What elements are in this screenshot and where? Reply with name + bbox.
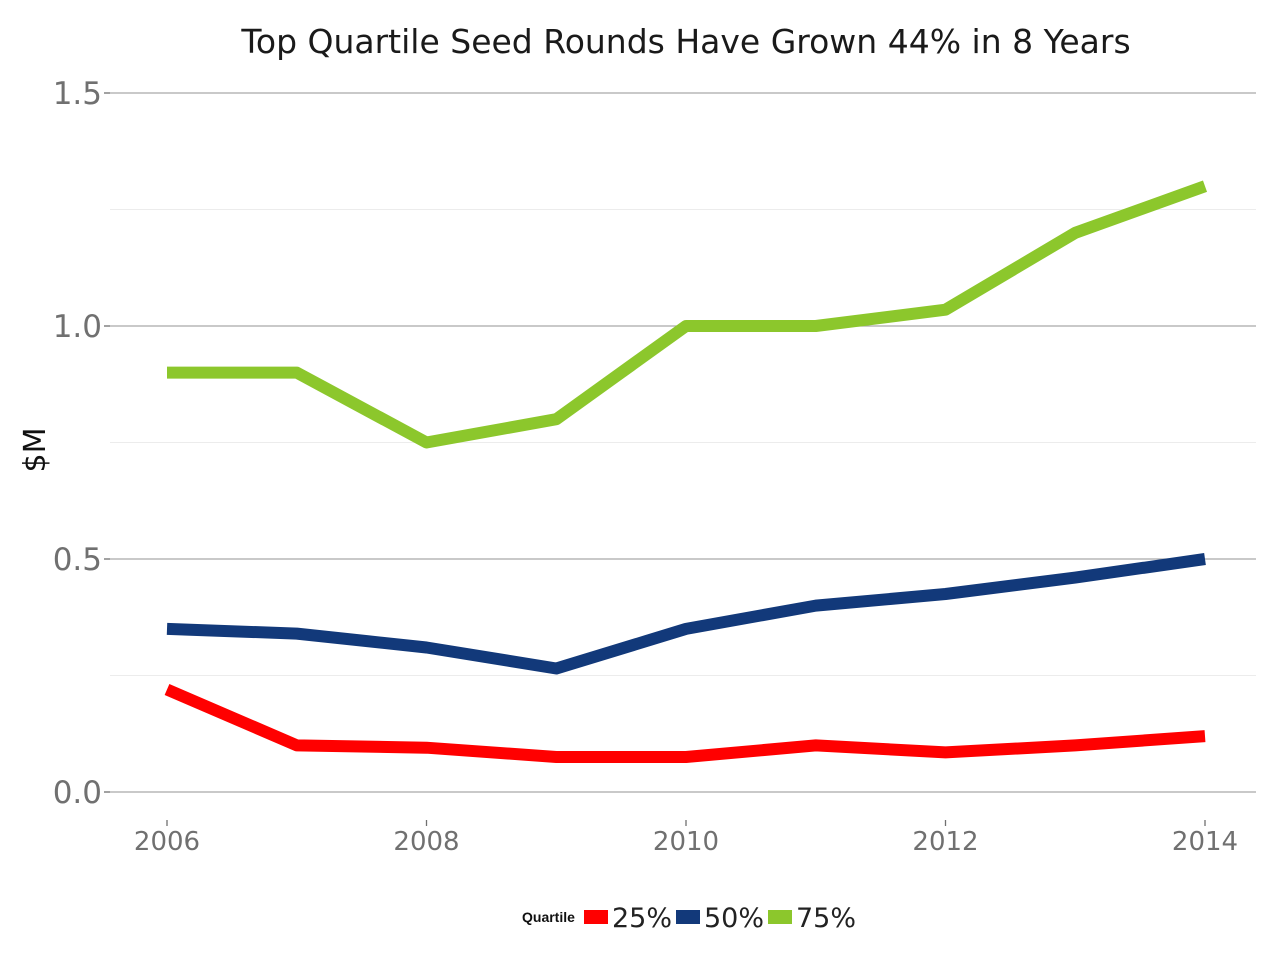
y-tick-label: 0.0 bbox=[53, 775, 102, 811]
data-point bbox=[1075, 232, 1076, 233]
data-point bbox=[556, 757, 557, 758]
data-point bbox=[426, 747, 427, 748]
data-point bbox=[1075, 577, 1076, 578]
data-point bbox=[815, 745, 816, 746]
data-point bbox=[686, 628, 687, 629]
data-point bbox=[556, 668, 557, 669]
data-point bbox=[167, 689, 168, 690]
data-point bbox=[426, 442, 427, 443]
data-point bbox=[1205, 736, 1206, 737]
x-tick-label: 2010 bbox=[653, 827, 719, 857]
y-tick-label: 1.5 bbox=[53, 76, 102, 112]
data-point bbox=[1205, 186, 1206, 187]
legend-swatch bbox=[676, 910, 700, 924]
data-point bbox=[296, 745, 297, 746]
data-point bbox=[167, 628, 168, 629]
data-point bbox=[167, 372, 168, 373]
series-line-1 bbox=[164, 683, 1206, 763]
y-axis-label: $M bbox=[18, 428, 53, 473]
y-tick-label: 1.0 bbox=[53, 309, 102, 345]
data-point bbox=[556, 419, 557, 420]
legend-item-label: 50% bbox=[704, 903, 764, 934]
legend-swatch bbox=[768, 910, 792, 924]
legend-title: Quartile bbox=[522, 909, 575, 925]
data-point bbox=[686, 326, 687, 327]
x-tick-label: 2014 bbox=[1172, 827, 1238, 857]
legend-item-label: 75% bbox=[796, 903, 856, 934]
data-point bbox=[1205, 559, 1206, 560]
series-lines bbox=[164, 180, 1208, 763]
data-point bbox=[815, 605, 816, 606]
y-tick-label: 0.5 bbox=[53, 542, 102, 578]
axes: 0.0 0.5 1.0 1.5 2006 2008 2010 2012 2014 bbox=[53, 76, 1238, 857]
series-line-3 bbox=[167, 180, 1208, 449]
x-tick-label: 2008 bbox=[393, 827, 459, 857]
legend-item-label: 25% bbox=[612, 903, 672, 934]
grid-lines bbox=[110, 92, 1256, 793]
data-point bbox=[945, 752, 946, 753]
data-point bbox=[686, 757, 687, 758]
data-point bbox=[296, 372, 297, 373]
data-point bbox=[426, 647, 427, 648]
data-point bbox=[815, 326, 816, 327]
data-point bbox=[296, 633, 297, 634]
data-point bbox=[1075, 745, 1076, 746]
legend: Quartile 25% 50% 75% bbox=[522, 903, 856, 934]
data-point bbox=[945, 593, 946, 594]
legend-swatch bbox=[584, 910, 608, 924]
chart-title: Top Quartile Seed Rounds Have Grown 44% … bbox=[240, 22, 1130, 61]
series-line-2 bbox=[166, 553, 1206, 675]
data-point bbox=[945, 309, 946, 310]
x-tick-label: 2006 bbox=[134, 827, 200, 857]
x-tick-label: 2012 bbox=[912, 827, 978, 857]
